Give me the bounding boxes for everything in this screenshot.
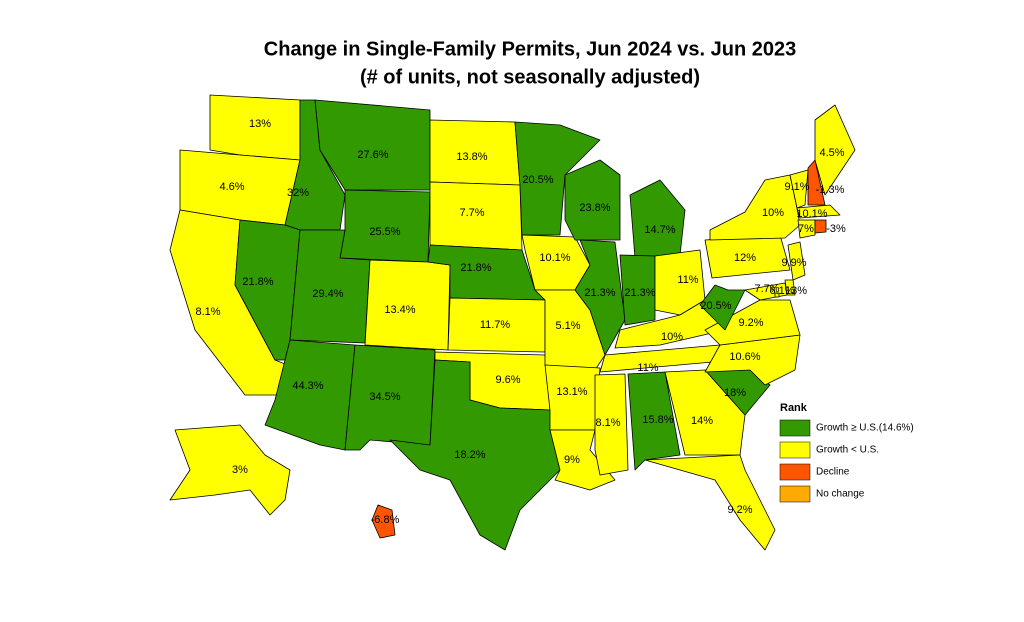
legend-label: Decline — [816, 467, 850, 478]
region — [704, 299, 801, 346]
region-label: 20.5% — [522, 174, 553, 186]
region — [796, 204, 841, 219]
region — [627, 371, 681, 471]
region — [314, 99, 431, 191]
region-label: 5.1% — [555, 320, 580, 332]
legend-swatch — [779, 463, 811, 481]
region — [814, 104, 856, 196]
region-label: 21.3% — [624, 287, 655, 299]
region — [549, 429, 616, 491]
region — [787, 241, 806, 281]
legend-swatch — [779, 419, 811, 437]
region — [389, 359, 561, 551]
region-label: 15.8% — [642, 414, 673, 426]
region — [339, 189, 431, 263]
labels: 13% 4.6% 8.1% 32% 21.8% 27.6% 25.5% 29.4% 13.4% 4… — [195, 118, 846, 526]
region-label: 10.1% — [796, 208, 827, 220]
region-label: 11.7% — [480, 319, 511, 331]
region-label: 44.3% — [292, 380, 323, 392]
region — [371, 504, 396, 539]
region-label: 21.8% — [242, 276, 273, 288]
region — [784, 279, 796, 296]
map-subtitle: (# of units, not seasonally adjusted) — [360, 66, 700, 88]
region — [797, 219, 816, 239]
region-label: 11% — [677, 274, 698, 286]
region-label: 25.5% — [369, 226, 400, 238]
map-title: Change in Single-Family Permits, Jun 202… — [264, 38, 796, 60]
region-label: 32% — [287, 187, 309, 199]
region-label: 18% — [724, 387, 746, 399]
region-label: 21.8% — [460, 262, 491, 274]
legend: Rank Growth ≥ U.S.(14.6%) Growth < U.S. De… — [779, 402, 914, 503]
region — [629, 179, 686, 259]
region-label: 8.1% — [195, 306, 220, 318]
region — [644, 454, 776, 551]
region-label: 8.1% — [595, 417, 620, 429]
legend-label: Growth ≥ U.S.(14.6%) — [816, 423, 914, 434]
region-label: 4.6% — [219, 181, 244, 193]
legend-label: No change — [816, 489, 865, 500]
region-label: -1.3% — [816, 184, 845, 196]
region-label: 13.1% — [556, 386, 587, 398]
region-label: 10% — [661, 331, 683, 343]
region-label: 7.7% — [754, 283, 779, 295]
region-label: 7% — [798, 223, 814, 235]
region — [574, 239, 626, 356]
region-label: 7.7% — [459, 207, 484, 219]
region-label: 23.8% — [579, 202, 610, 214]
region-label: 18.2% — [454, 449, 485, 461]
region-label: 12% — [734, 252, 756, 264]
region — [344, 344, 436, 451]
region-label: 11% — [637, 362, 658, 374]
legend-swatch — [779, 441, 811, 459]
region — [169, 424, 291, 516]
region-label: 14.7% — [644, 224, 675, 236]
region-label: 6.1% — [769, 285, 794, 297]
region — [699, 284, 746, 331]
region-label: 9% — [564, 454, 580, 466]
region — [514, 121, 601, 236]
region-label: 10.1% — [539, 252, 570, 264]
region-label: 29.4% — [312, 288, 343, 300]
region — [364, 259, 451, 351]
region-label: 21.3% — [584, 287, 615, 299]
region-label: 9.6% — [495, 374, 520, 386]
region — [564, 159, 621, 241]
region — [594, 373, 629, 476]
region — [619, 254, 656, 326]
region-label: 10% — [762, 207, 784, 219]
region-label: -3% — [826, 223, 846, 235]
region-label: 34.5% — [369, 391, 400, 403]
region-label: -6.8% — [371, 514, 400, 526]
legend-label: Growth < U.S. — [816, 445, 879, 456]
region-label: 9.2% — [738, 317, 763, 329]
region-label: 20.5% — [700, 300, 731, 312]
region-label: 13% — [785, 285, 807, 297]
region — [789, 169, 809, 209]
region-label: 10.6% — [729, 351, 760, 363]
region-label: 13.8% — [456, 151, 487, 163]
region-label: 14% — [691, 415, 713, 427]
region — [664, 369, 746, 456]
region-label: 9.1% — [784, 181, 809, 193]
region — [774, 292, 780, 298]
region-label: 9.9% — [781, 257, 806, 269]
region-label: 13.4% — [384, 304, 415, 316]
legend-swatch — [779, 485, 811, 503]
region — [814, 219, 827, 234]
legend-title: Rank — [780, 402, 808, 414]
region-label: 13% — [249, 118, 271, 130]
region-label: 4.5% — [819, 147, 844, 159]
regions — [169, 94, 856, 551]
region — [807, 159, 826, 206]
region-label: 9.2% — [727, 504, 752, 516]
region-label: 3% — [232, 464, 248, 476]
region-label: 27.6% — [357, 149, 388, 161]
